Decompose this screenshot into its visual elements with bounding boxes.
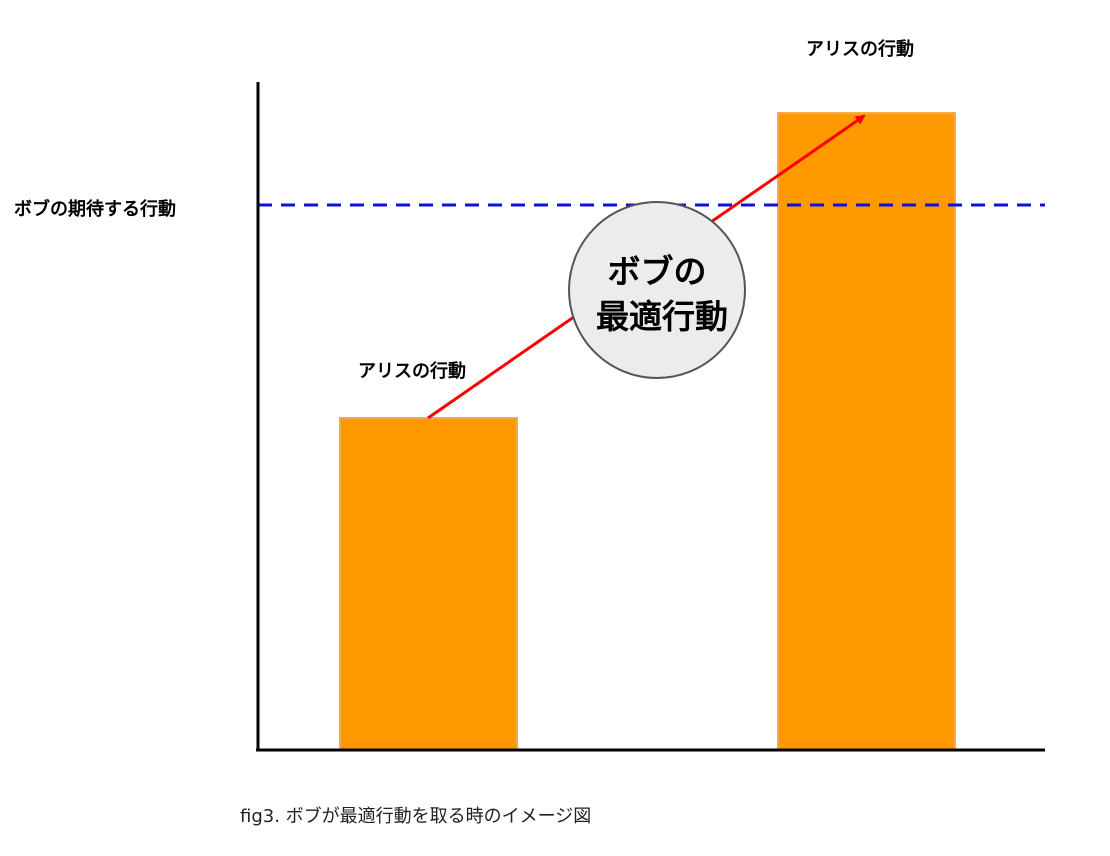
expected-action-label: ボブの期待する行動	[14, 198, 176, 220]
optimal-action-bubble	[568, 201, 746, 379]
alice-action-high-label: アリスの行動	[806, 38, 914, 60]
bar-alice-action-low	[339, 417, 518, 751]
alice-action-low-label: アリスの行動	[358, 360, 466, 382]
bubble-label-line2: 最適行動	[596, 297, 728, 336]
figure-caption: fig3. ボブが最適行動を取る時のイメージ図	[240, 805, 591, 827]
bubble-label-line1: ボブの	[608, 252, 707, 291]
bar-alice-action-high	[777, 112, 956, 751]
